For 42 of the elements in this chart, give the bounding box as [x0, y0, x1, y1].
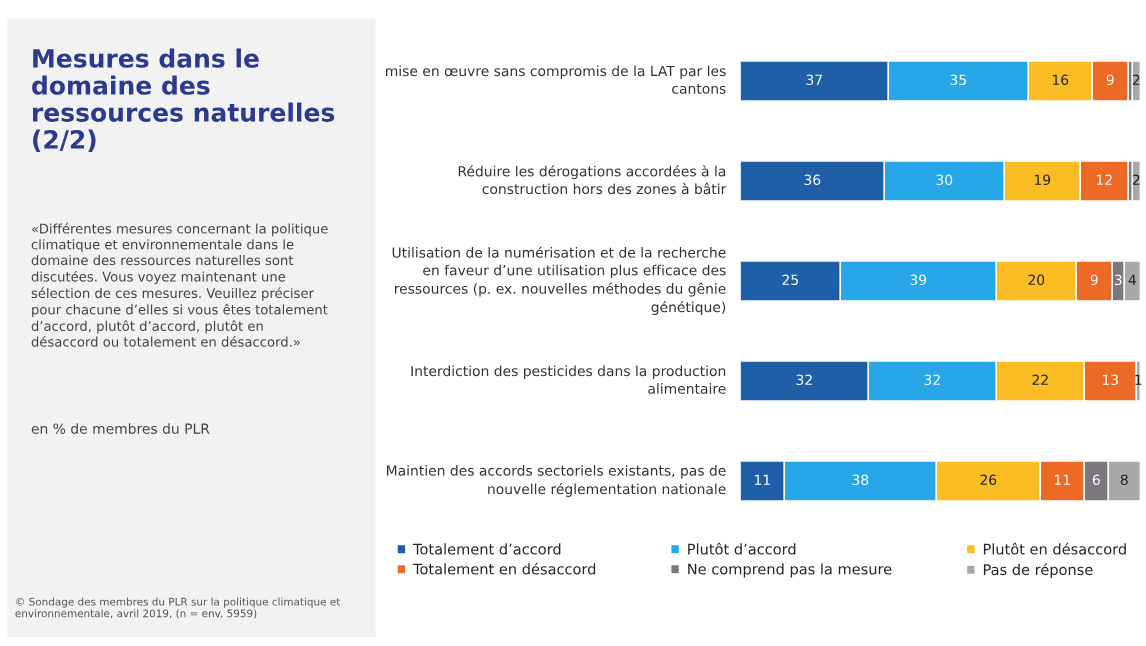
data-label: 11: [755, 474, 770, 485]
text: en % de membres du PLR: [31, 423, 210, 434]
data-label: 25: [782, 274, 798, 286]
data-label: 4: [1128, 274, 1136, 285]
data-label: 2: [1132, 74, 1140, 85]
data-label: 8: [1120, 474, 1128, 486]
y-tick-label: Interdiction des pesticides dans la production alimentaire: [411, 365, 726, 394]
text: «Différentes mesures concernant la politique climatique et environnementale dans le domaine des ressources naturelles sont discutées. Vous voyez maintenant une sélection de ces mesures. Veuillez préciser pour chacune d’elles si vous êtes totalement d’accord, plutôt d’accord, plutôt en désaccord ou totalement en désaccord.»: [31, 222, 328, 347]
legend-label: Totalement d’accord: [413, 543, 561, 555]
legend-label: Plutôt en désaccord: [983, 542, 1126, 555]
data-label: 32: [796, 374, 812, 386]
data-label: 12: [1096, 174, 1112, 185]
data-label: 38: [852, 474, 869, 486]
y-tick-label: Réduire les dérogations accordées à la construction hors des zones à bâtir: [458, 165, 727, 195]
data-label: 37: [806, 74, 822, 86]
text: © Sondage des membres du PLR sur la politique climatique et environnementale, avril 2019, (n = env. 5959): [15, 597, 341, 619]
data-label: 26: [980, 474, 997, 486]
data-label: 9: [1090, 274, 1098, 286]
data-label: 16: [1052, 74, 1069, 86]
y-tick-label: Utilisation de la numérisation et de la recherche en faveur d’une utilisation plus efficace des ressources (p. ex. nouvelles méthodes du gênie génétique): [392, 246, 726, 315]
data-label: 22: [1032, 374, 1048, 385]
data-label: 32: [924, 374, 940, 386]
data-label: 35: [950, 74, 966, 86]
y-tick-label: Maintien des accords sectoriels existants, pas de nouvelle réglementation nationale: [387, 465, 726, 497]
data-label: 39: [910, 274, 927, 286]
data-label: 9: [1106, 74, 1114, 86]
data-label: 6: [1092, 474, 1100, 486]
legend-label: Ne comprend pas la mesure: [688, 563, 892, 578]
data-label: 36: [804, 174, 821, 186]
data-label: 1: [1135, 374, 1142, 385]
data-label: 20: [1028, 274, 1045, 286]
legend-label: Totalement en désaccord: [413, 562, 596, 575]
data-label: 11: [1054, 474, 1070, 485]
legend-label: Plutôt d’accord: [688, 542, 796, 555]
legend-label: Pas de réponse: [983, 563, 1093, 578]
data-label: 30: [936, 174, 953, 186]
data-label: 19: [1034, 174, 1051, 186]
data-label: 13: [1102, 374, 1118, 386]
data-label: 2: [1132, 174, 1140, 185]
data-label: 3: [1114, 274, 1122, 286]
text: Mesures dans le domaine des ressources naturelles (2/2): [32, 48, 335, 152]
y-tick-label: mise en œuvre sans compromis de la LAT par les cantons: [386, 65, 726, 94]
